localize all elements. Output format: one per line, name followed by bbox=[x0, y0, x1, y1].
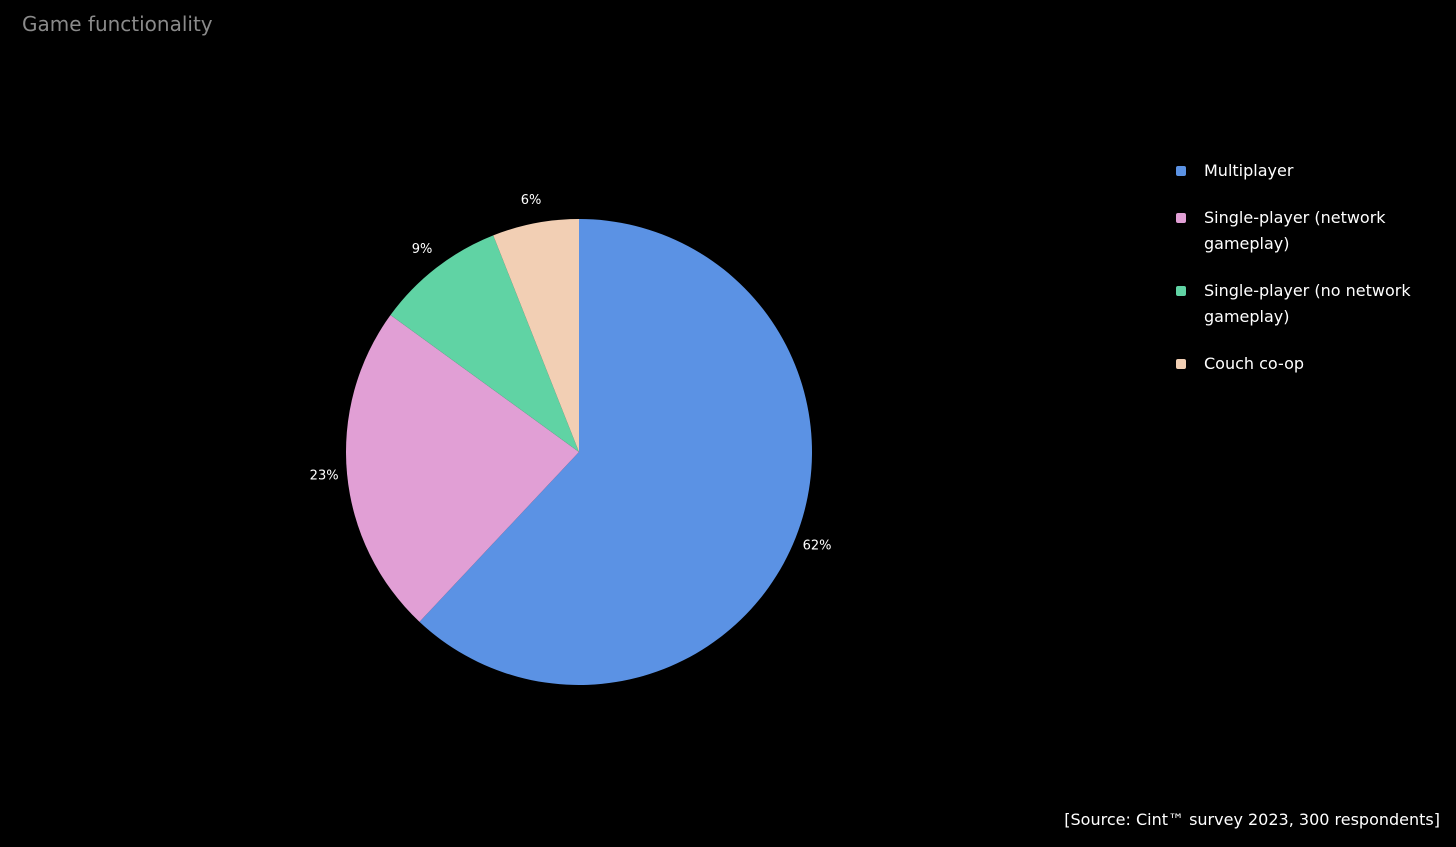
data-label: 6% bbox=[521, 193, 542, 208]
legend-swatch bbox=[1176, 359, 1186, 369]
legend-swatch bbox=[1176, 166, 1186, 176]
legend-label: Multiplayer bbox=[1204, 161, 1294, 180]
chart-title: Game functionality bbox=[22, 12, 213, 36]
legend-label: Couch co-op bbox=[1204, 354, 1305, 373]
legend-label: Single-player (no network gameplay) bbox=[1204, 281, 1411, 326]
data-label: 9% bbox=[412, 242, 433, 257]
pie-slice bbox=[390, 235, 579, 452]
data-label: 62% bbox=[803, 539, 832, 554]
legend-item: Single-player (no network gameplay) bbox=[1176, 278, 1436, 330]
pie-slice bbox=[419, 219, 812, 685]
legend-label: Single-player (network gameplay) bbox=[1204, 208, 1386, 253]
legend-swatch bbox=[1176, 213, 1186, 223]
pie-slice bbox=[346, 315, 579, 622]
legend-item: Multiplayer bbox=[1176, 158, 1436, 184]
data-label: 23% bbox=[310, 469, 339, 484]
source-note: [Source: Cint™ survey 2023, 300 responde… bbox=[1064, 810, 1440, 829]
legend-swatch bbox=[1176, 286, 1186, 296]
legend-item: Single-player (network gameplay) bbox=[1176, 205, 1436, 257]
legend-item: Couch co-op bbox=[1176, 351, 1436, 377]
legend: Multiplayer Single-player (network gamepl… bbox=[1176, 158, 1436, 398]
pie-slice bbox=[493, 219, 579, 452]
